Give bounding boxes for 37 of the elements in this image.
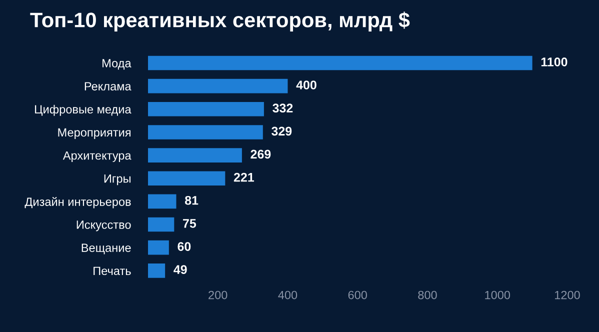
y-tick-label: Мероприятия [58, 128, 130, 139]
data-label: 49 [174, 265, 187, 274]
y-tick-label: Печать [94, 266, 131, 276]
y-tick-label: Цифровые медиа [35, 104, 132, 116]
chart-title: Топ-10 креативных секторов, млрд $ [30, 12, 410, 32]
data-label: 269 [250, 150, 271, 159]
bar [148, 78, 288, 94]
data-label: 81 [184, 196, 198, 205]
bar [148, 148, 242, 162]
bar [148, 264, 166, 278]
y-tick-label: Мода [102, 59, 132, 70]
data-label: 400 [296, 80, 316, 90]
data-label: 329 [272, 126, 292, 136]
y-tick-label: Дизайн интерьеров [24, 197, 131, 208]
bar [148, 125, 263, 140]
y-tick-label: Вещание [82, 244, 131, 254]
x-tick-label: 200 [208, 290, 228, 300]
x-tick-label: 600 [348, 290, 367, 300]
data-label: 75 [183, 219, 196, 228]
y-tick-label: Реклама [84, 82, 132, 90]
x-tick-label: 800 [418, 290, 437, 300]
y-tick-label: Игры [104, 174, 130, 186]
x-tick-label: 1000 [485, 290, 510, 300]
bar [148, 194, 176, 209]
data-label: 332 [272, 104, 293, 113]
y-tick-label: Архитектура [62, 151, 132, 162]
x-tick-label: 400 [278, 290, 298, 300]
bar [148, 240, 169, 255]
bar [148, 56, 532, 70]
bar [148, 102, 264, 116]
y-tick-label: Искусство [76, 220, 131, 232]
data-label: 1100 [541, 58, 568, 66]
data-label: 221 [234, 172, 254, 182]
bar [148, 217, 174, 232]
bar [148, 171, 226, 186]
data-label: 60 [178, 242, 191, 251]
x-tick-label: 1200 [555, 290, 580, 300]
